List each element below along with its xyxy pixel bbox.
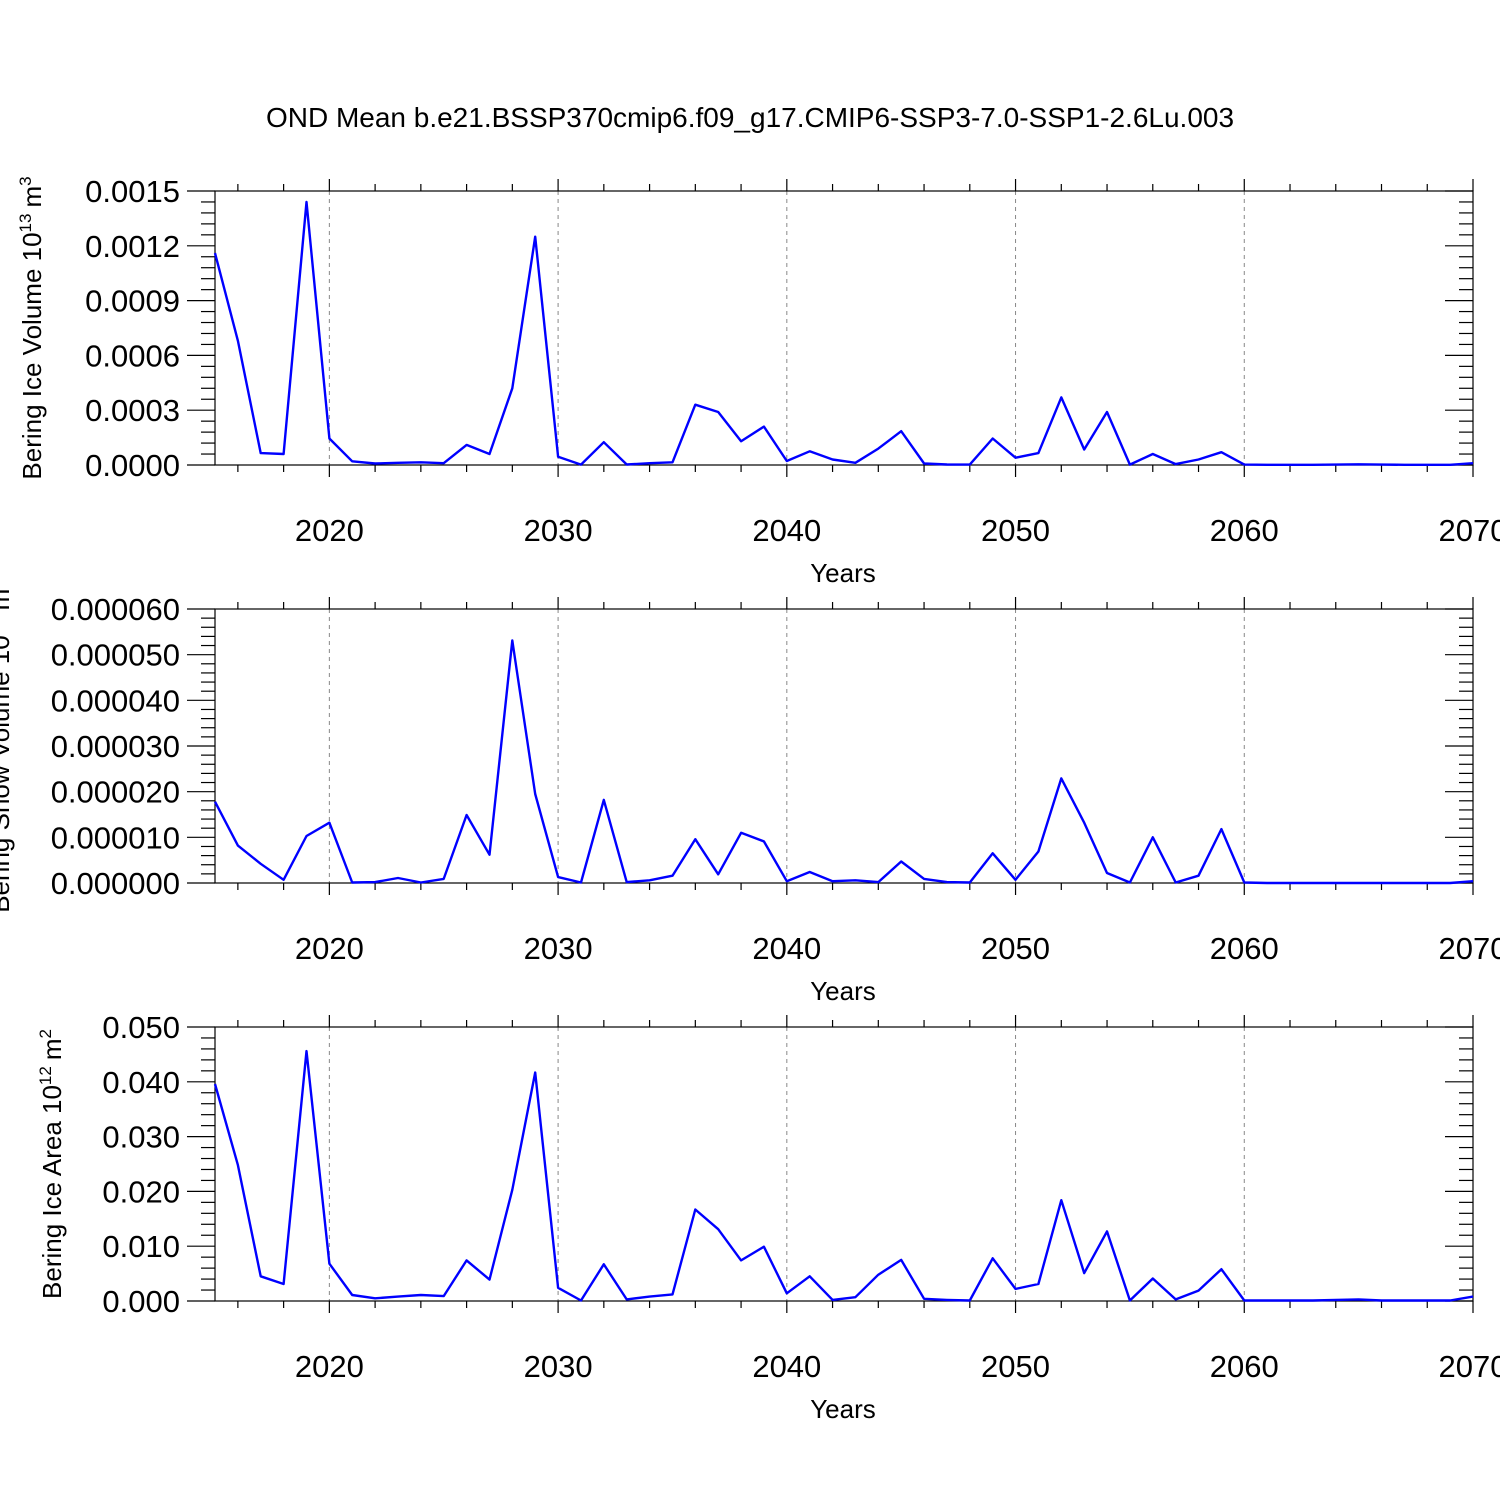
y-axis-title-exponent: 13 xyxy=(16,214,35,233)
chart-panel-3: 2020 2030 2040 2050 2060 2070 Years 0.000 0.010 0… xyxy=(36,1010,1500,1424)
y-axis-title-unit-exponent: 3 xyxy=(16,176,35,185)
y-tick-label: 0.010 xyxy=(102,1229,180,1264)
x-axis-title: Years xyxy=(810,558,876,588)
x-tick-label: 2030 xyxy=(524,1349,593,1384)
chart-panel-2: 2020 2030 2040 2050 2060 2070 Years 0.000000 0.0… xyxy=(0,579,1500,1006)
y-axis-title-unit-exponent: 2 xyxy=(36,1029,55,1038)
y-axis-title-exponent: 12 xyxy=(36,1066,55,1085)
chart-title: OND Mean b.e21.BSSP370cmip6.f09_g17.CMIP… xyxy=(266,102,1234,133)
y-axis-title: Bering Ice Volume 1013 m3 xyxy=(16,176,47,479)
x-tick-label: 2050 xyxy=(981,1349,1050,1384)
plot-frame xyxy=(214,190,1474,466)
series-line xyxy=(213,200,1474,466)
x-tick-label: 2030 xyxy=(524,513,593,548)
y-axis-title: Bering Snow Volume 1013 m3 xyxy=(0,579,15,913)
x-tick-label: 2060 xyxy=(1210,1349,1279,1384)
x-axis-title: Years xyxy=(810,976,876,1006)
chart-panels: 2020 2030 2040 2050 2060 2070 Years 0.0000 0.000… xyxy=(0,174,1500,1424)
y-tick-label: 0.020 xyxy=(102,1174,180,1209)
y-tick-label: 0.000020 xyxy=(51,775,180,810)
series-line xyxy=(213,639,1474,885)
x-tick-label: 2060 xyxy=(1210,513,1279,548)
x-tick-label: 2050 xyxy=(981,513,1050,548)
y-tick-label: 0.000 xyxy=(102,1284,180,1319)
x-tick-label: 2020 xyxy=(295,513,364,548)
y-tick-label: 0.0015 xyxy=(85,174,180,209)
y-axis-title-unit: m xyxy=(0,589,15,611)
x-axis-title: Years xyxy=(810,1394,876,1424)
x-tick-label: 2060 xyxy=(1210,931,1279,966)
y-tick-label: 0.0012 xyxy=(85,229,180,264)
x-tick-label: 2040 xyxy=(752,931,821,966)
y-tick-label: 0.040 xyxy=(102,1065,180,1100)
y-tick-label: 0.0003 xyxy=(85,393,180,428)
y-tick-label: 0.000040 xyxy=(51,683,180,718)
y-axis-title-text: Bering Ice Volume 10 xyxy=(17,232,47,479)
y-axis-title-exponent: 13 xyxy=(0,616,3,635)
y-tick-label: 0.000060 xyxy=(51,592,180,627)
y-tick-label: 0.0006 xyxy=(85,338,180,373)
x-tick-label: 2020 xyxy=(295,1349,364,1384)
y-axis-title-unit: m xyxy=(37,1038,67,1060)
y-axis-title-unit: m xyxy=(17,186,47,208)
x-tick-label: 2070 xyxy=(1439,1349,1500,1384)
y-tick-label: 0.000050 xyxy=(51,638,180,673)
x-tick-label: 2070 xyxy=(1439,931,1500,966)
y-axis-title-text: Bering Ice Area 10 xyxy=(37,1085,67,1299)
y-tick-label: 0.000000 xyxy=(51,866,180,901)
y-tick-label: 0.050 xyxy=(102,1010,180,1045)
plot-frame xyxy=(214,1026,1474,1302)
y-tick-label: 0.000030 xyxy=(51,729,180,764)
plot-frame xyxy=(214,608,1474,884)
y-axis-title-unit-exponent: 3 xyxy=(0,579,3,588)
y-axis-title: Bering Ice Area 1012 m2 xyxy=(36,1029,67,1299)
y-tick-label: 0.000010 xyxy=(51,820,180,855)
series-line xyxy=(213,1049,1474,1302)
y-tick-label: 0.0009 xyxy=(85,284,180,319)
x-tick-label: 2050 xyxy=(981,931,1050,966)
x-tick-label: 2070 xyxy=(1439,513,1500,548)
y-tick-label: 0.0000 xyxy=(85,448,180,483)
x-tick-label: 2030 xyxy=(524,931,593,966)
y-axis-title-text: Bering Snow Volume 10 xyxy=(0,635,15,913)
y-tick-label: 0.030 xyxy=(102,1120,180,1155)
x-tick-label: 2040 xyxy=(752,513,821,548)
x-tick-label: 2020 xyxy=(295,931,364,966)
x-tick-label: 2040 xyxy=(752,1349,821,1384)
chart-panel-1: 2020 2030 2040 2050 2060 2070 Years 0.0000 0.000… xyxy=(16,174,1500,588)
